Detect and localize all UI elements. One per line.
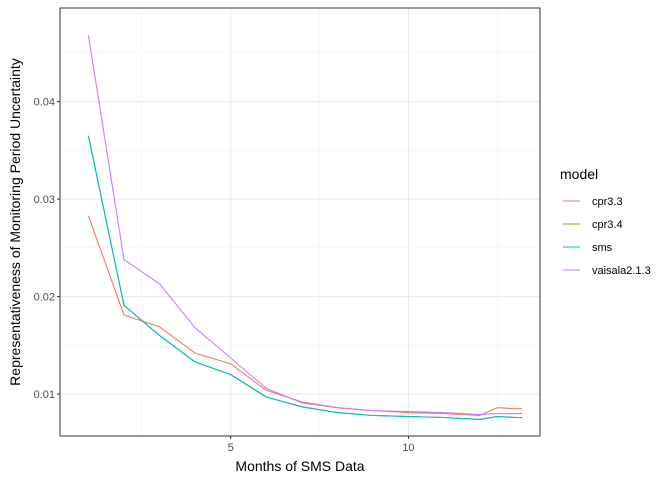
x-tick-label: 10 [402,442,414,454]
legend-item-sms: sms [563,242,613,254]
legend-item-vaisala2.1.3: vaisala2.1.3 [563,265,651,277]
legend-label-sms: sms [592,242,613,254]
y-tick-label: 0.04 [34,97,55,109]
legend-title: model [560,166,598,182]
panel-background [60,8,540,436]
y-tick-label: 0.03 [34,194,55,206]
y-tick-label: 0.01 [34,389,55,401]
y-axis-title: Representativeness of Monitoring Period … [7,58,23,386]
legend: model cpr3.3 cpr3.4 sms vaisala2.1.3 [560,166,651,277]
legend-label-cpr3.4: cpr3.4 [592,219,623,231]
x-axis-ticks: 5 10 [228,436,415,454]
legend-item-cpr3.3: cpr3.3 [563,196,623,208]
x-tick-label: 5 [228,442,234,454]
y-axis-ticks: 0.01 0.02 0.03 0.04 [34,97,60,401]
legend-item-cpr3.4: cpr3.4 [563,219,623,231]
series-line-vaisala2.1.3 [87,35,523,416]
legend-label-vaisala2.1.3: vaisala2.1.3 [592,265,651,277]
major-gridlines [60,8,540,436]
x-axis-title: Months of SMS Data [235,458,364,474]
legend-label-cpr3.3: cpr3.3 [592,196,623,208]
series-line-sms [87,135,523,420]
panel-border [59,7,541,437]
series-lines [87,35,523,420]
y-tick-label: 0.02 [34,292,55,304]
minor-gridlines [60,8,540,436]
